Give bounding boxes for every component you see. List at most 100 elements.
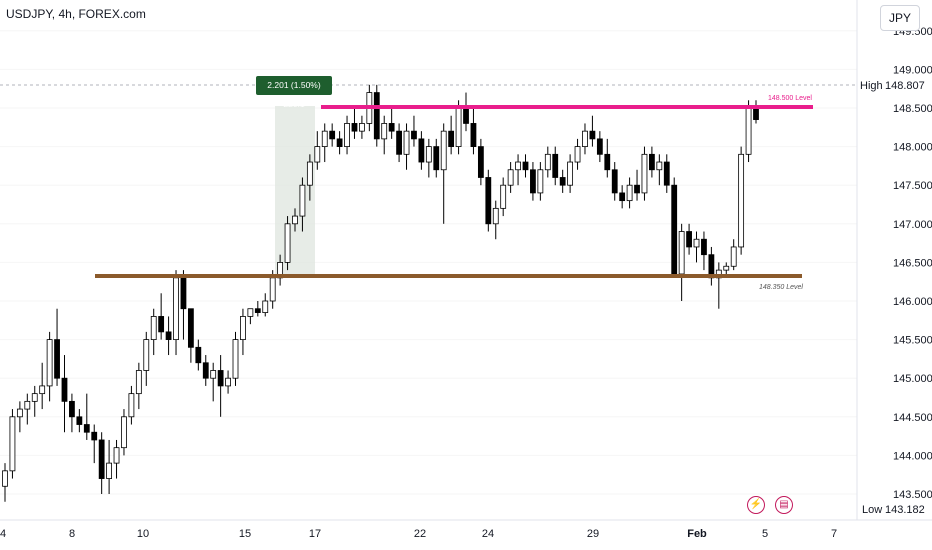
candle-down — [485, 177, 492, 225]
candle-up — [106, 462, 112, 479]
measure-badge: 2.201 (1.50%) 220.1 — [256, 76, 332, 109]
candle-up — [693, 238, 700, 248]
price-tick-label: 145.000 — [893, 373, 932, 385]
price-tick-label: 144.000 — [893, 450, 932, 462]
candle-up — [128, 393, 135, 418]
candle-down — [83, 424, 90, 433]
measure-zone — [275, 106, 315, 274]
time-tick-label: 5 — [762, 528, 768, 540]
candle-up — [738, 153, 745, 248]
lower-level-label: 148.350 Level — [759, 284, 803, 291]
candle-up — [723, 265, 730, 271]
candle-down — [619, 192, 626, 202]
candle-up — [121, 416, 127, 449]
candle-up — [210, 370, 217, 379]
candle-up — [455, 107, 462, 147]
candle-down — [753, 107, 759, 120]
candle-up — [440, 130, 447, 171]
candle-up — [135, 370, 142, 395]
candle-down — [329, 130, 336, 140]
candle-down — [596, 138, 603, 155]
candle-up — [626, 184, 633, 202]
candle-down — [54, 339, 60, 379]
candle-down — [589, 130, 596, 140]
candle-down — [559, 177, 566, 186]
candle-down — [388, 123, 395, 132]
candle-up — [544, 153, 551, 171]
candle-down — [195, 346, 202, 364]
price-tick-label: 146.000 — [893, 296, 932, 308]
candle-up — [284, 223, 291, 263]
time-tick-label: 10 — [137, 528, 149, 540]
candle-up — [537, 169, 544, 194]
candle-up — [425, 146, 432, 163]
candle-up — [492, 207, 499, 225]
price-tick-label: 144.500 — [893, 412, 932, 424]
candle-up — [314, 146, 321, 163]
price-tick-label: 143.500 — [893, 489, 932, 501]
candle-up — [143, 339, 150, 371]
candle-up — [641, 153, 648, 194]
candle-down — [611, 169, 618, 194]
candle-down — [663, 161, 670, 186]
time-tick-label: Feb — [687, 528, 707, 540]
calendar-icon[interactable]: ▤ — [775, 496, 793, 514]
lower-level-line[interactable] — [95, 274, 802, 278]
price-tick-label: 148.500 — [893, 103, 932, 115]
symbol-title: USDJPY, 4h, FOREX.com — [6, 7, 146, 21]
candle-down — [158, 316, 165, 333]
high-label: High — [860, 80, 883, 92]
candle-down — [69, 400, 75, 418]
time-tick-label: 22 — [414, 528, 426, 540]
candle-down — [686, 231, 692, 248]
candle-down — [522, 161, 529, 171]
candle-up — [292, 215, 298, 225]
candle-up — [403, 130, 410, 155]
upper-level-line[interactable] — [321, 105, 813, 109]
time-axis[interactable]: 4 8 10 15 17 22 24 29 Feb 5 7 — [0, 519, 932, 540]
currency-button[interactable]: JPY — [880, 5, 920, 31]
candle-up — [567, 161, 574, 186]
candle-up — [247, 308, 254, 317]
candle-up — [381, 123, 388, 140]
candle-down — [351, 123, 358, 132]
candle-up — [321, 130, 328, 148]
candle-down — [202, 362, 209, 379]
time-tick-label: 8 — [69, 528, 75, 540]
time-tick-label: 29 — [587, 528, 599, 540]
candle-down — [418, 138, 425, 163]
time-tick-label: 7 — [831, 528, 837, 540]
candle-up — [269, 277, 276, 302]
time-tick-label: 4 — [0, 528, 6, 540]
grid — [0, 30, 857, 495]
price-tick-label: 148.000 — [893, 142, 932, 154]
candle-up — [9, 416, 16, 472]
candle-down — [649, 153, 655, 171]
candle-up — [46, 339, 53, 387]
candle-up — [582, 130, 588, 148]
candle-up — [150, 316, 157, 341]
candle-up — [16, 408, 23, 418]
candle-up — [745, 107, 752, 155]
upper-level-label: 148.500 Level — [768, 95, 812, 102]
candle-up — [225, 377, 231, 387]
candle-down — [336, 138, 343, 148]
candles-group — [2, 84, 759, 502]
candle-down — [180, 277, 187, 310]
candle-up — [507, 169, 514, 186]
lightning-icon[interactable]: ⚡ — [747, 496, 765, 514]
high-value: 148.807 — [885, 80, 925, 92]
candle-up — [730, 246, 737, 267]
candle-up — [113, 447, 120, 464]
candle-down — [61, 377, 68, 402]
price-axis[interactable]: 149.500149.000148.500148.000147.500147.0… — [860, 26, 932, 516]
candle-down — [411, 130, 417, 140]
price-tick-label: 145.500 — [893, 335, 932, 347]
candle-up — [2, 470, 8, 487]
candle-up — [24, 400, 31, 410]
candle-down — [634, 184, 640, 194]
candle-down — [701, 238, 707, 256]
time-tick-label: 24 — [482, 528, 494, 540]
candle-down — [552, 153, 559, 178]
